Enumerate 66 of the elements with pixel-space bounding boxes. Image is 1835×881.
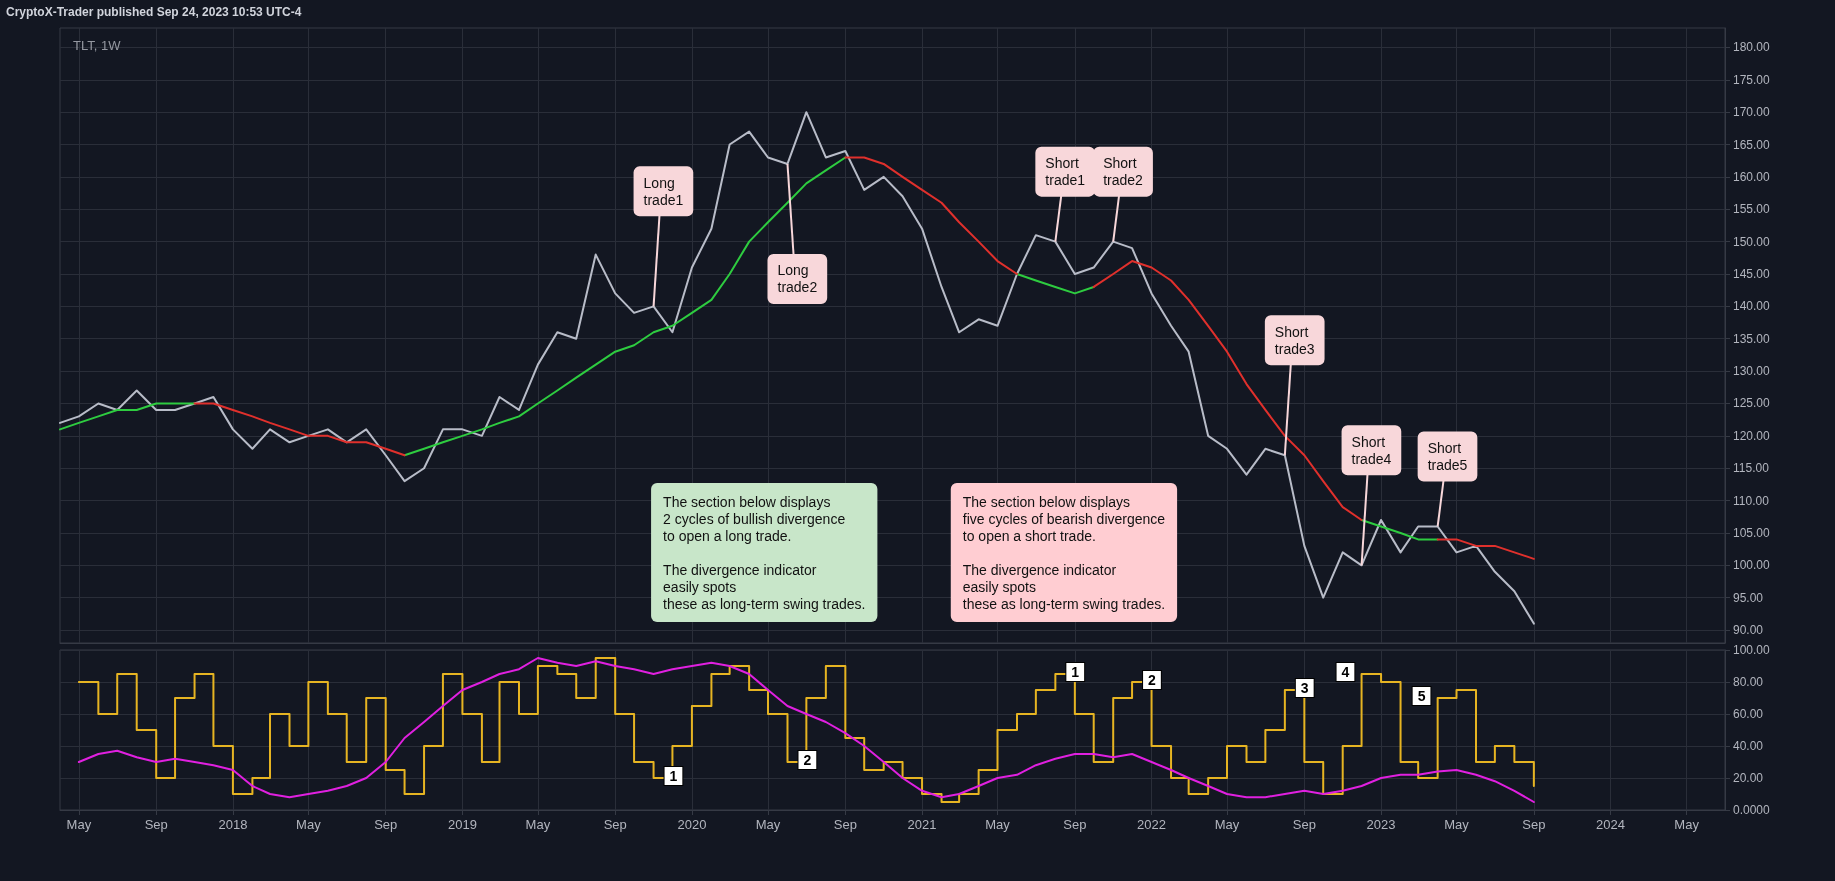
y-tick-label: 20.00 [1733,771,1764,785]
y-tick-label: 110.00 [1733,493,1770,508]
x-tick-label: Sep [144,817,168,832]
y-tick-label: 105.00 [1733,525,1771,540]
annotation: Short trade5 [1427,439,1468,473]
text: TLT, 1W [73,38,122,53]
annotation: Short trade1 [1045,155,1086,189]
x-tick-label: Sep [833,817,857,832]
x-tick-label: May [755,817,781,832]
annotation: 3 [1300,680,1309,696]
x-tick-label: May [66,817,92,832]
x-tick-label: 2023 [1366,817,1396,832]
text: CryptoX-Trader published Sep 24, 2023 10:53 UTC-4 [6,5,302,19]
y-tick-label: 80.00 [1733,675,1764,689]
y-tick-label: 160.00 [1733,169,1771,184]
y-tick-label: 130.00 [1733,364,1771,379]
annotation: 2 [803,752,812,768]
y-tick-label: 40.00 [1733,739,1764,753]
annotation: Short trade3 [1274,323,1315,357]
text: The section below displays 2 cycles of bullish divergence to open a long trade. The divergence indicator easily spots these as long-term swing trades. [663,493,866,612]
annotation: Short trade4 [1351,433,1392,467]
x-tick-label: May [1674,817,1700,832]
x-tick-label: May [525,817,551,832]
annotation: 4 [1341,664,1350,680]
x-tick-label: Sep [1063,817,1087,832]
x-tick-label: 2021 [907,817,937,832]
x-tick-label: 2019 [447,817,477,832]
x-tick-label: 2020 [677,817,707,832]
y-tick-label: 100.00 [1733,643,1771,657]
y-tick-label: 60.00 [1733,707,1764,721]
x-tick-label: Sep [1522,817,1546,832]
y-tick-label: 175.00 [1733,72,1771,87]
y-tick-label: 145.00 [1733,267,1771,281]
y-tick-label: 125.00 [1733,396,1771,411]
x-tick-label: 2024 [1596,817,1626,832]
x-tick-label: May [296,817,322,832]
y-tick-label: 180.00 [1733,40,1771,55]
annotation: Long trade2 [777,262,818,296]
annotation: 5 [1417,688,1426,704]
y-tick-label: 0.0000 [1733,803,1771,817]
line-series [59,111,1535,625]
y-tick-label: 90.00 [1733,623,1764,638]
y-tick-label: 135.00 [1733,331,1771,346]
y-tick-label: 100.00 [1733,558,1771,573]
annotation: 1 [669,768,678,784]
y-tick-label: 95.00 [1733,590,1764,605]
annotation: 1 [1071,664,1080,680]
x-tick-label: May [1444,817,1470,832]
annotation: Short trade2 [1103,155,1144,189]
y-tick-label: 150.00 [1733,234,1771,249]
y-tick-label: 170.00 [1733,105,1771,120]
annotation: Long trade1 [643,174,684,208]
y-tick-label: 155.00 [1733,202,1771,217]
x-tick-label: Sep [1292,817,1316,832]
y-tick-label: 140.00 [1733,299,1771,314]
y-tick-label: 115.00 [1733,461,1770,476]
text: The section below displays five cycles of bearish divergence to open a short trade. The divergence indicator easily spots these as long-term swing trades. [962,493,1166,612]
x-tick-label: 2018 [218,817,248,832]
y-tick-label: 165.00 [1733,137,1771,152]
x-tick-label: Sep [603,817,627,832]
x-tick-label: 2022 [1137,817,1167,832]
annotation: 2 [1148,672,1157,688]
x-tick-label: May [985,817,1011,832]
y-tick-label: 120.00 [1733,428,1771,443]
x-tick-label: May [1214,817,1240,832]
x-tick-label: Sep [374,817,398,832]
